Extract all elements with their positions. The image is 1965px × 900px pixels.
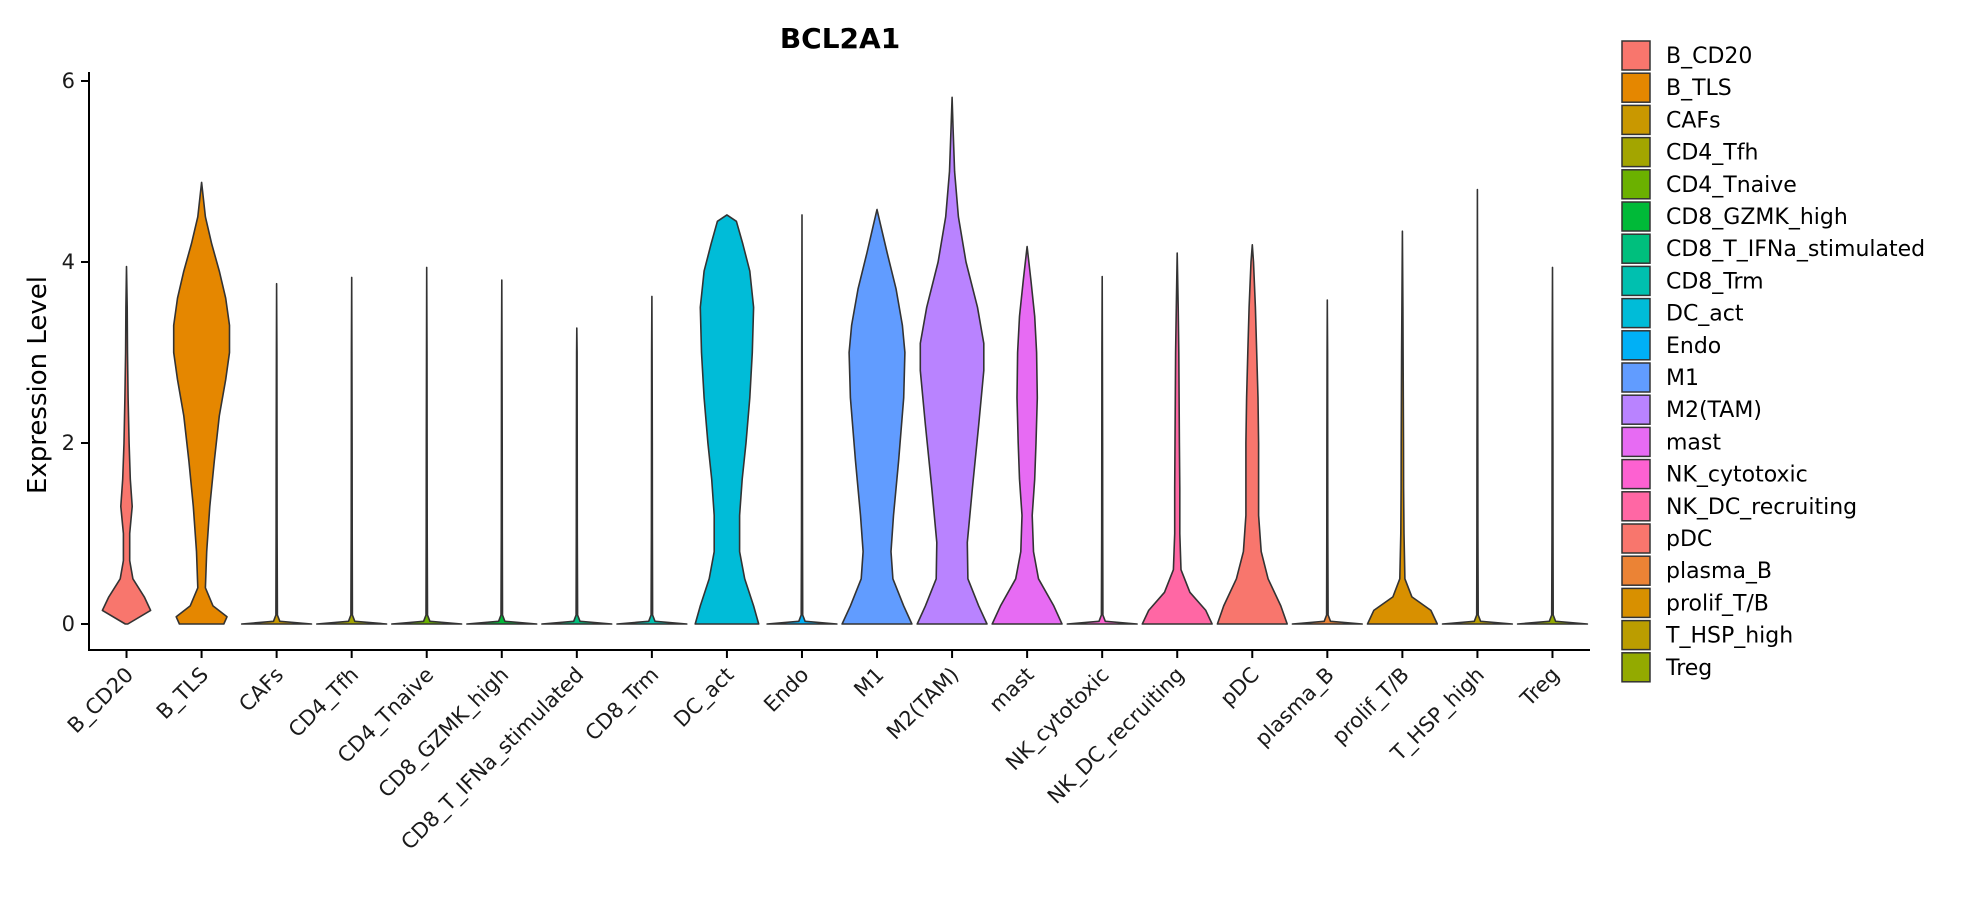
x-tick-label: pDC xyxy=(1216,663,1264,711)
legend-label: pDC xyxy=(1666,527,1712,552)
y-tick-label: 6 xyxy=(62,69,75,93)
violin-Endo xyxy=(766,214,838,625)
legend-label: NK_DC_recruiting xyxy=(1666,495,1857,520)
y-tick-label: 0 xyxy=(62,612,75,636)
legend-label: plasma_B xyxy=(1666,559,1772,584)
legend-label: CD4_Tfh xyxy=(1666,141,1758,166)
violin-CD8_Trm xyxy=(616,295,688,625)
violin-M2(TAM) xyxy=(916,96,988,625)
legend-label: Treg xyxy=(1665,656,1712,681)
legend-label: B_CD20 xyxy=(1666,44,1752,69)
legend-swatch xyxy=(1621,394,1651,425)
legend-label: Endo xyxy=(1666,334,1721,359)
legend-label: prolif_T/B xyxy=(1666,591,1769,616)
legend-swatch xyxy=(1621,555,1651,586)
x-tick-label: M2(TAM) xyxy=(882,663,964,745)
violin-B_TLS xyxy=(172,181,231,625)
legend-swatch xyxy=(1621,169,1651,200)
violin-CD8_GZMK_high xyxy=(466,279,538,625)
legend-label: M2(TAM) xyxy=(1666,398,1762,423)
x-tick-label: Treg xyxy=(1515,663,1564,712)
violin-CD4_Tfh xyxy=(316,276,388,625)
x-axis-ticks: B_CD20 B_TLS CAFsCD4_TfhCD4_TnaiveCD8_GZMK… xyxy=(63,650,1564,855)
legend-swatch xyxy=(1621,233,1651,264)
violin-plasma_B xyxy=(1291,299,1363,625)
violin-NK_DC_recruiting xyxy=(1141,252,1213,625)
x-tick-label: Endo xyxy=(759,663,813,717)
legend-swatch xyxy=(1621,652,1651,683)
legend-label: CD8_Trm xyxy=(1666,269,1764,294)
legend-swatch xyxy=(1621,136,1651,168)
violin-CAFs xyxy=(240,282,313,625)
legend-swatch xyxy=(1621,40,1651,71)
legend-swatch xyxy=(1621,426,1651,458)
legend-label: mast xyxy=(1666,430,1721,455)
y-tick-label: 4 xyxy=(62,250,75,274)
chart-title: BCL2A1 xyxy=(780,22,900,55)
violin-Treg xyxy=(1516,266,1589,625)
legend-swatch xyxy=(1621,491,1651,522)
x-tick-label: M1 xyxy=(849,663,888,702)
legend-label: CD8_T_IFNa_stimulated xyxy=(1666,237,1925,262)
legend-swatch xyxy=(1621,104,1651,136)
legend-label: DC_act xyxy=(1666,302,1744,327)
x-tick-label: B_CD20 xyxy=(63,663,139,739)
y-axis-title: Expression Level xyxy=(23,276,53,494)
legend-label: CD8_GZMK_high xyxy=(1666,205,1848,230)
violin-T_HSP_high xyxy=(1441,188,1514,625)
violin-pDC xyxy=(1216,244,1288,625)
x-tick-label: NK_DC_recruiting xyxy=(1043,663,1190,810)
legend-label: B_TLS xyxy=(1666,76,1732,101)
x-tick-label: CD8_Trm xyxy=(581,663,665,747)
legend-label: NK_cytotoxic xyxy=(1666,463,1808,488)
legend-label: M1 xyxy=(1666,366,1699,391)
violin-B_CD20 xyxy=(101,265,152,625)
legend-label: T_HSP_high xyxy=(1665,624,1793,649)
legend-swatch xyxy=(1621,458,1651,490)
legend-swatch xyxy=(1621,587,1651,619)
legend-swatch xyxy=(1621,523,1651,554)
y-tick-label: 2 xyxy=(62,431,75,455)
legend-swatch xyxy=(1621,330,1651,361)
x-tick-label: mast xyxy=(985,663,1039,717)
legend: B_CD20 B_TLS CAFs CD4_Tfh CD4_Tnaive CD8_GZMK… xyxy=(1621,40,1925,683)
violin-M1 xyxy=(841,208,913,625)
legend-swatch xyxy=(1621,265,1651,297)
violin-prolif_T/B xyxy=(1366,230,1439,625)
legend-label: CAFs xyxy=(1666,108,1721,133)
legend-swatch xyxy=(1621,619,1651,651)
legend-label: CD4_Tnaive xyxy=(1666,173,1797,198)
legend-swatch xyxy=(1621,362,1651,393)
violin-group xyxy=(101,96,1589,625)
legend-swatch xyxy=(1621,72,1651,103)
violin-NK_cytotoxic xyxy=(1066,275,1138,625)
violin-DC_act xyxy=(694,214,760,625)
y-axis-ticks: 0 2 4 6 xyxy=(62,69,89,636)
x-tick-label: CAFs xyxy=(234,663,288,717)
x-tick-label: CD8_GZMK_high xyxy=(374,663,514,803)
legend-swatch xyxy=(1621,201,1651,232)
x-tick-label: B_TLS xyxy=(152,663,214,725)
x-tick-label: plasma_B xyxy=(1250,663,1339,752)
x-tick-label: DC_act xyxy=(669,663,739,733)
violin-CD4_Tnaive xyxy=(391,266,463,625)
legend-swatch xyxy=(1621,297,1651,329)
violin-mast xyxy=(991,245,1063,625)
violin-CD8_T_IFNa_stimulated xyxy=(541,327,613,625)
